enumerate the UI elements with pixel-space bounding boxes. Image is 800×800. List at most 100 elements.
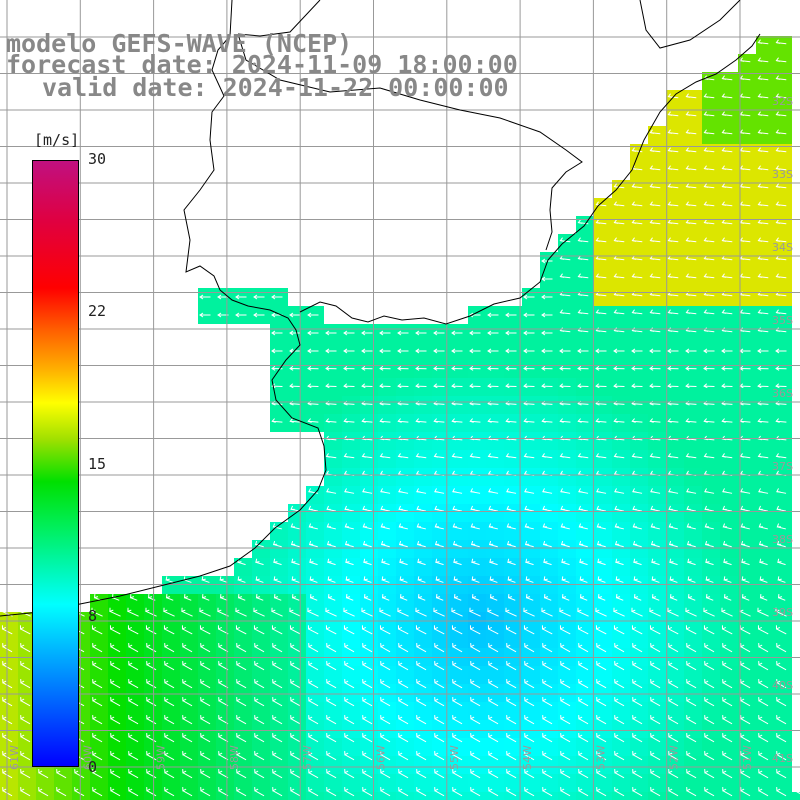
wind-arrow-head <box>560 643 565 648</box>
wind-speed-cell <box>630 684 648 702</box>
wind-speed-cell <box>486 396 504 414</box>
wind-arrow-head <box>704 733 709 738</box>
wind-arrow-head <box>775 470 781 476</box>
wind-arrow-head <box>344 715 349 720</box>
wind-arrow <box>488 646 499 653</box>
wind-arrow <box>290 736 301 743</box>
wind-arrow-head <box>361 383 366 389</box>
wind-arrow <box>650 736 661 743</box>
wind-speed-cell <box>648 792 666 800</box>
wind-speed-cell <box>756 774 774 792</box>
wind-speed-cell <box>594 756 612 774</box>
wind-arrow-head <box>380 715 385 720</box>
wind-arrow-head <box>757 348 762 354</box>
wind-arrow-head <box>757 219 763 224</box>
wind-arrow-head <box>560 505 565 510</box>
wind-speed-cell <box>504 414 522 432</box>
wind-speed-cell <box>738 504 756 522</box>
wind-arrow-head <box>488 661 493 666</box>
wind-arrow <box>740 646 751 653</box>
wind-arrow-head <box>776 733 781 738</box>
wind-arrow-head <box>451 365 456 371</box>
wind-arrow <box>291 561 300 566</box>
wind-speed-cell <box>756 738 774 756</box>
wind-speed-cell <box>360 540 378 558</box>
wind-arrow <box>416 682 427 689</box>
wind-arrow-head <box>686 751 691 756</box>
wind-speed-cell <box>486 594 504 612</box>
wind-arrow-head <box>291 593 297 599</box>
wind-arrow <box>470 718 481 725</box>
wind-arrow <box>346 579 354 583</box>
wind-arrow-head <box>344 751 349 756</box>
wind-arrow-head <box>597 593 603 599</box>
wind-arrow <box>686 772 697 779</box>
wind-arrow-head <box>147 593 153 599</box>
wind-arrow <box>471 561 480 566</box>
wind-arrow-head <box>596 540 602 546</box>
wind-speed-cell <box>774 216 792 234</box>
wind-speed-cell <box>612 252 630 270</box>
wind-speed-cell <box>306 594 324 612</box>
wind-speed-cell <box>738 630 756 648</box>
wind-speed-cell <box>576 738 594 756</box>
wind-arrow-head <box>631 348 636 354</box>
wind-speed-cell <box>504 504 522 522</box>
wind-arrow <box>488 682 499 689</box>
wind-arrow-head <box>668 540 674 546</box>
wind-arrow-head <box>686 697 691 702</box>
wind-arrow-head <box>685 147 691 152</box>
wind-arrow <box>452 736 463 743</box>
wind-arrow-head <box>362 643 367 648</box>
wind-arrow-head <box>721 201 727 206</box>
wind-arrow-head <box>199 312 204 318</box>
wind-arrow-head <box>325 348 330 354</box>
wind-speed-cell <box>468 450 486 468</box>
wind-arrow <box>454 597 462 601</box>
wind-speed-cell <box>324 666 342 684</box>
wind-arrow <box>435 544 444 548</box>
wind-arrow-head <box>506 769 511 774</box>
wind-arrow-head <box>703 111 709 116</box>
wind-arrow-head <box>703 383 708 389</box>
wind-arrow-head <box>272 679 277 684</box>
wind-arrow <box>362 700 373 707</box>
wind-arrow <box>542 736 553 743</box>
wind-arrow <box>128 664 139 671</box>
wind-speed-cell <box>666 450 684 468</box>
wind-speed-cell <box>630 756 648 774</box>
wind-arrow <box>776 682 787 689</box>
wind-arrow-head <box>2 769 7 774</box>
wind-speed-cell <box>720 684 738 702</box>
wind-arrow-head <box>397 383 402 389</box>
wind-arrow-head <box>757 165 763 170</box>
wind-speed-cell <box>504 720 522 738</box>
wind-arrow <box>542 664 553 671</box>
wind-speed-cell <box>216 666 234 684</box>
wind-arrow-head <box>559 383 564 389</box>
wind-speed-cell <box>144 666 162 684</box>
wind-arrow-head <box>327 558 332 563</box>
wind-arrow <box>236 682 247 689</box>
wind-arrow <box>362 718 373 725</box>
longitude-label: 61W <box>8 745 21 770</box>
wind-arrow-head <box>236 769 241 774</box>
wind-arrow <box>614 772 625 779</box>
wind-arrow <box>308 700 319 707</box>
wind-arrow-head <box>541 365 546 371</box>
wind-speed-cell <box>666 396 684 414</box>
wind-arrow-head <box>542 697 547 702</box>
wind-arrow-head <box>325 365 330 371</box>
wind-speed-cell <box>756 108 774 126</box>
wind-speed-cell <box>306 522 324 540</box>
wind-arrow <box>470 736 481 743</box>
wind-arrow-head <box>128 697 133 702</box>
wind-arrow <box>580 579 588 583</box>
wind-arrow-head <box>651 593 657 599</box>
wind-arrow <box>632 628 643 635</box>
wind-arrow-head <box>344 697 349 702</box>
wind-speed-cell <box>486 468 504 486</box>
wind-speed-cell <box>216 720 234 738</box>
wind-arrow-head <box>488 715 493 720</box>
wind-arrow <box>740 754 751 761</box>
